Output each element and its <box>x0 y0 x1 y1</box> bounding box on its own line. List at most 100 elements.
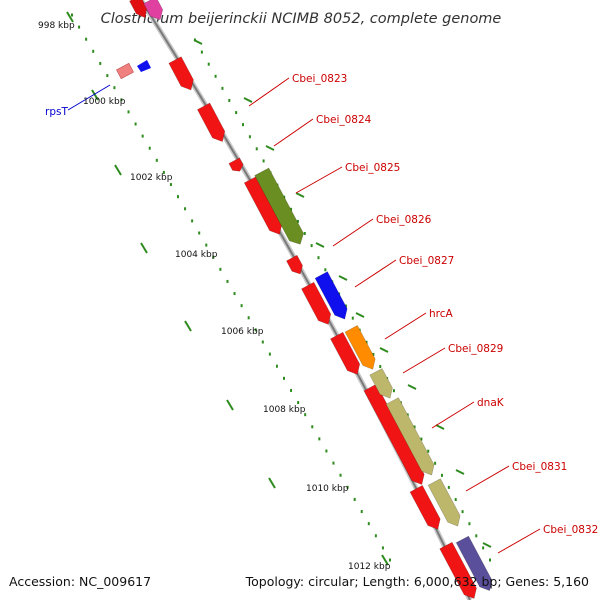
guide-dot <box>92 49 95 53</box>
label-connector <box>67 84 111 111</box>
gene-arrow <box>363 383 425 485</box>
guide-dot <box>332 461 335 465</box>
guide-dot <box>447 485 450 489</box>
guide-dot <box>351 316 354 320</box>
guide-dot <box>219 267 222 271</box>
guide-dot <box>141 134 144 138</box>
guide-dot <box>120 98 123 102</box>
guide-dot <box>454 498 457 502</box>
guide-dot <box>389 558 391 562</box>
guide-dot <box>177 195 179 199</box>
tick-mark <box>268 477 276 489</box>
map-title: Clostridium beijerinckii NCIMB 8052, com… <box>101 11 502 27</box>
guide-dot <box>283 376 285 380</box>
gene-arrow <box>455 535 493 592</box>
guide-dot <box>212 255 215 259</box>
label-connector <box>497 528 541 554</box>
gene-label: hrcA <box>429 308 454 320</box>
gene-arrow <box>243 175 283 235</box>
guide-dot <box>106 74 109 78</box>
tick-label: 998 kbp <box>38 21 75 31</box>
label-connector <box>431 401 475 429</box>
gene-label: Cbei_0826 <box>376 214 432 226</box>
tick-dash <box>338 275 348 281</box>
gene-arrow <box>439 541 477 599</box>
guide-dot <box>475 534 478 538</box>
guide-dot <box>207 62 210 66</box>
gene-arrow <box>143 0 164 21</box>
gene-label: Cbei_0832 <box>543 524 598 536</box>
gene-arrow <box>344 325 376 370</box>
guide-dot <box>367 522 370 526</box>
gene-arrow-rpst <box>116 62 134 80</box>
gene-arrow <box>129 0 148 19</box>
gene-label: rpsT <box>45 106 68 118</box>
guide-dot <box>372 352 375 356</box>
guide-dot <box>297 401 300 405</box>
guide-dot <box>162 170 165 174</box>
guide-dot <box>169 183 172 187</box>
guide-dot <box>113 86 116 90</box>
guide-dot <box>275 364 278 368</box>
guide-dot <box>155 158 158 162</box>
tick-labels: 998 kbp 1000 kbp 1002 kbp 1004 kbp 1006 … <box>38 21 391 572</box>
guide-dot <box>228 98 231 102</box>
guide-dot <box>413 425 416 429</box>
tick-dash <box>435 424 445 430</box>
tick-dash <box>455 469 465 475</box>
guide-dot <box>304 413 307 417</box>
gene-label: dnaK <box>477 397 505 409</box>
guide-dot <box>310 244 313 248</box>
tick-mark <box>226 399 234 411</box>
guide-dot <box>205 243 208 247</box>
guide-dot <box>127 110 130 114</box>
gene-arrow <box>137 60 151 72</box>
guide-dot <box>353 497 356 501</box>
guide-dot <box>461 510 464 514</box>
guide-dot <box>200 50 203 54</box>
tick-dash <box>295 192 305 198</box>
guide-dot <box>311 425 314 429</box>
guide-dot <box>214 74 217 78</box>
gene-arrow <box>385 397 435 476</box>
guide-dot <box>290 207 293 211</box>
gene-arrow <box>314 271 348 320</box>
gene-label: Cbei_0831 <box>512 461 567 473</box>
guide-dot <box>406 413 409 417</box>
guide-dot <box>191 219 194 223</box>
guide-dot <box>434 461 437 465</box>
label-connector <box>384 312 427 340</box>
tick-dash <box>243 97 253 103</box>
guide-dot <box>233 292 236 296</box>
tick-dash <box>379 347 389 353</box>
guide-dot <box>247 316 250 320</box>
guide-dot <box>339 473 342 477</box>
tick-label: 1000 kbp <box>83 97 126 107</box>
guide-dot <box>71 13 73 17</box>
gene-arrow <box>254 167 304 245</box>
gene-arrow <box>301 281 332 325</box>
guide-dot <box>346 485 349 489</box>
guide-dot <box>482 546 485 550</box>
tick-mark <box>114 164 122 176</box>
gene-label: Cbei_0829 <box>448 343 503 355</box>
gene-arrow <box>286 254 303 275</box>
tick-mark <box>140 242 148 254</box>
guide-dot <box>420 437 423 441</box>
tick-mark <box>184 320 192 332</box>
guide-dot <box>318 437 321 441</box>
gene-arrow <box>168 56 194 91</box>
guide-dot <box>235 111 238 115</box>
guide-dot <box>392 389 395 393</box>
tick-label: 1010 kbp <box>306 484 349 494</box>
tick-label: 1002 kbp <box>130 173 173 183</box>
dotted-guides <box>66 11 492 566</box>
guide-dot <box>317 256 320 260</box>
guide-dot <box>303 231 306 235</box>
guide-dot <box>148 146 151 150</box>
gene-arrow <box>427 478 461 527</box>
gene-labels: Cbei_0823 Cbei_0824 Cbei_0825 Cbei_0826 … <box>45 73 598 536</box>
tick-dash <box>407 384 417 390</box>
label-connector <box>248 77 290 107</box>
tick-dash <box>265 145 275 151</box>
